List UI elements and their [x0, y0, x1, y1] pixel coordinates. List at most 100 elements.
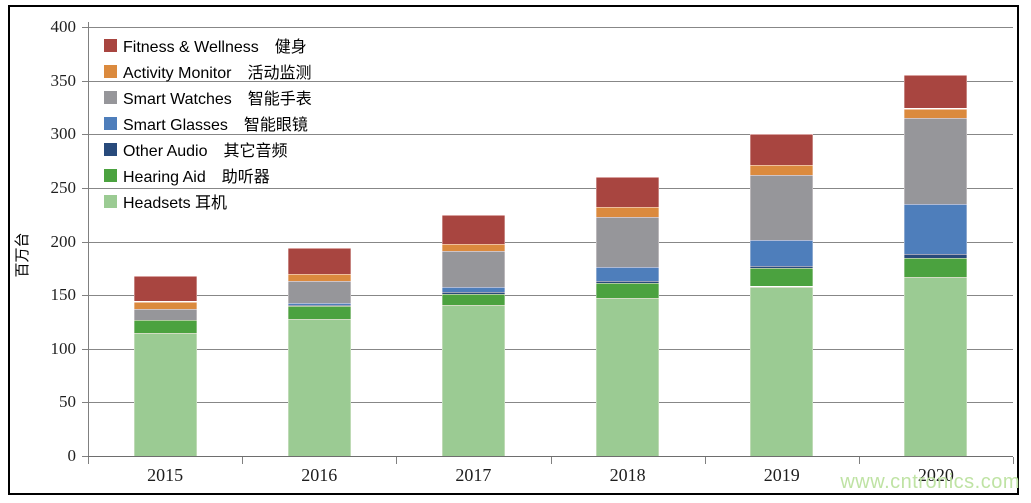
bar-segment — [904, 108, 968, 119]
grid-line — [88, 348, 1013, 350]
bar-segment — [441, 294, 505, 305]
legend-item: Activity Monitor 活动监测 — [104, 58, 312, 84]
bar-segment — [596, 298, 660, 456]
legend-swatch-icon — [104, 194, 117, 208]
bar-segment — [441, 214, 505, 244]
y-axis-tick — [82, 348, 88, 350]
bar-segment — [441, 243, 505, 252]
bar-segment — [596, 281, 660, 284]
bar-segment — [596, 283, 660, 299]
bar-segment — [750, 175, 814, 241]
legend-item: Headsets 耳机 — [104, 188, 312, 214]
y-axis-tick — [82, 80, 88, 82]
grid-line — [88, 295, 1013, 297]
y-axis-tick — [82, 402, 88, 404]
bar-segment — [904, 75, 968, 109]
legend-item: Fitness & Wellness 健身 — [104, 32, 312, 58]
legend-label: Headsets 耳机 — [123, 195, 228, 212]
bar-segment — [904, 257, 968, 277]
x-axis-tick — [88, 457, 89, 464]
bar-segment — [596, 207, 660, 217]
x-axis-tick — [704, 457, 706, 464]
x-category-label: 2015 — [147, 465, 184, 485]
x-axis-line — [88, 456, 1013, 457]
x-axis-tick — [550, 457, 552, 464]
bar-segment — [441, 304, 505, 456]
legend-swatch-icon — [104, 90, 117, 104]
bar-segment — [287, 247, 351, 274]
grid-line — [88, 134, 1013, 136]
legend-swatch-icon — [104, 64, 117, 78]
y-tick-label: 150 — [50, 285, 77, 305]
bar-segment — [750, 268, 814, 287]
x-axis-tick — [1013, 457, 1014, 464]
bar-segment — [133, 309, 197, 320]
bar-segment — [904, 276, 968, 456]
x-category-label: 2020 — [917, 465, 954, 485]
grid-line — [88, 241, 1013, 243]
bar-segment — [287, 302, 351, 305]
x-category-label: 2019 — [763, 465, 800, 485]
legend-swatch-icon — [104, 38, 117, 52]
y-axis-tick — [82, 456, 88, 457]
bar-segment — [596, 216, 660, 268]
y-tick-label: 250 — [50, 177, 77, 197]
bar-segment — [750, 266, 814, 269]
y-axis-tick — [82, 134, 88, 136]
bar-segment — [287, 273, 351, 282]
y-axis-tick — [82, 295, 88, 297]
bar-segment — [287, 304, 351, 306]
x-category-label: 2017 — [455, 465, 492, 485]
y-axis-title: 百万台 — [14, 232, 31, 278]
legend-label: Fitness & Wellness 健身 — [123, 39, 307, 56]
bar-segment — [133, 332, 197, 456]
y-tick-label: 300 — [50, 124, 77, 144]
legend-item: Other Audio 其它音频 — [104, 136, 312, 162]
bar-segment — [133, 275, 197, 302]
grid-line — [88, 187, 1013, 189]
legend: Fitness & Wellness 健身 Activity Monitor 活动… — [104, 32, 312, 214]
bar-segment — [750, 240, 814, 267]
legend-swatch-icon — [104, 168, 117, 182]
y-tick-label: 400 — [50, 17, 77, 36]
y-tick-label: 50 — [59, 392, 76, 412]
x-axis-tick — [242, 457, 244, 464]
legend-item: Smart Glasses 智能眼镜 — [104, 110, 312, 136]
watermark: www.cntronics.com — [840, 471, 1020, 493]
bar-segment — [596, 267, 660, 282]
bar-segment — [287, 318, 351, 456]
bar-segment — [287, 305, 351, 319]
bar-segment — [750, 134, 814, 166]
y-tick-label: 100 — [50, 338, 77, 358]
bar-segment — [904, 204, 968, 255]
bar-segment — [904, 118, 968, 204]
bar-segment — [287, 281, 351, 303]
legend-label: Activity Monitor 活动监测 — [123, 65, 312, 82]
legend-label: Hearing Aid 助听器 — [123, 169, 270, 186]
bar-segment — [441, 251, 505, 287]
y-tick-label: 350 — [50, 70, 77, 90]
bar-segment — [596, 177, 660, 208]
bar-segment — [133, 319, 197, 333]
bar-segment — [750, 286, 814, 456]
y-axis-tick — [82, 27, 88, 28]
x-axis-tick — [396, 457, 398, 464]
legend-swatch-icon — [104, 142, 117, 156]
grid-line — [88, 402, 1013, 404]
grid-line — [88, 80, 1013, 82]
y-axis-tick — [82, 187, 88, 189]
legend-swatch-icon — [104, 116, 117, 130]
chart-outer-border — [8, 5, 1019, 495]
y-axis-line — [88, 22, 89, 458]
bar-segment — [441, 286, 505, 292]
x-category-label: 2016 — [301, 465, 338, 485]
bar-segment — [133, 301, 197, 310]
bar-segment — [441, 291, 505, 294]
legend-item: Hearing Aid 助听器 — [104, 162, 312, 188]
bar-segment — [904, 254, 968, 258]
y-tick-label: 200 — [50, 231, 77, 251]
legend-label: Smart Watches 智能手表 — [123, 91, 312, 108]
x-category-label: 2018 — [609, 465, 646, 485]
legend-label: Smart Glasses 智能眼镜 — [123, 117, 308, 134]
